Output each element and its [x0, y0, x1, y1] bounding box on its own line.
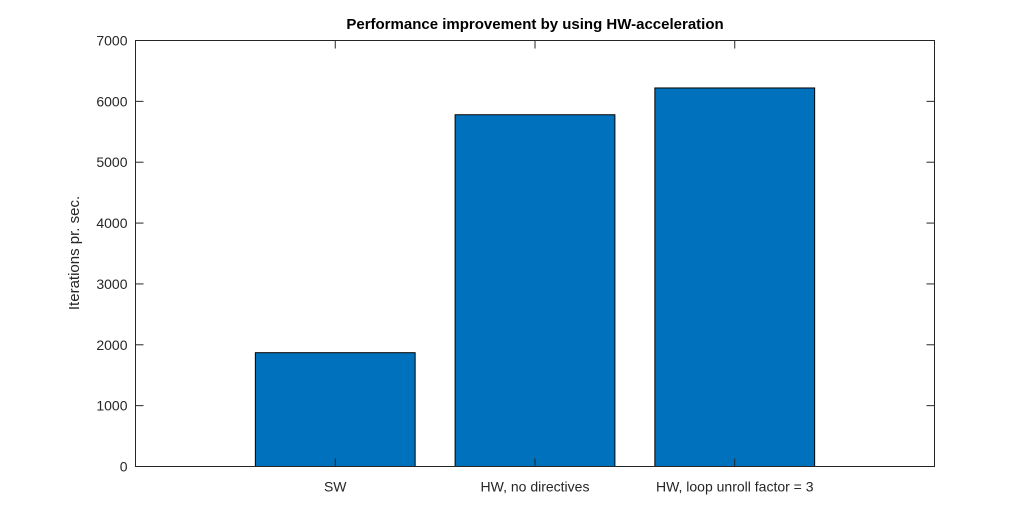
x-tick-label: HW, loop unroll factor = 3	[656, 479, 814, 495]
bar-2	[454, 114, 616, 467]
y-tick-label: 0	[120, 459, 128, 475]
y-tick-label: 3000	[96, 276, 127, 292]
y-tick-label: 6000	[96, 93, 127, 109]
bar-1	[254, 352, 416, 467]
y-axis-label: Iterations pr. sec.	[66, 196, 83, 310]
x-axis: SW HW, no directives HW, loop unroll facto…	[324, 40, 814, 495]
y-axis: 0 1000 2000 3000 4000 5000 6000 7000	[96, 33, 935, 475]
y-tick-label: 4000	[96, 215, 127, 231]
chart-title: Performance improvement by using HW-acce…	[346, 16, 723, 33]
y-tick-label: 5000	[96, 154, 127, 170]
y-tick-label: 7000	[96, 33, 127, 49]
y-tick-label: 1000	[96, 398, 127, 414]
x-tick-label: SW	[324, 479, 347, 495]
bars-group	[254, 87, 816, 468]
x-tick-label: HW, no directives	[481, 479, 590, 495]
y-tick-label: 2000	[96, 337, 127, 353]
bar-3	[654, 87, 816, 468]
